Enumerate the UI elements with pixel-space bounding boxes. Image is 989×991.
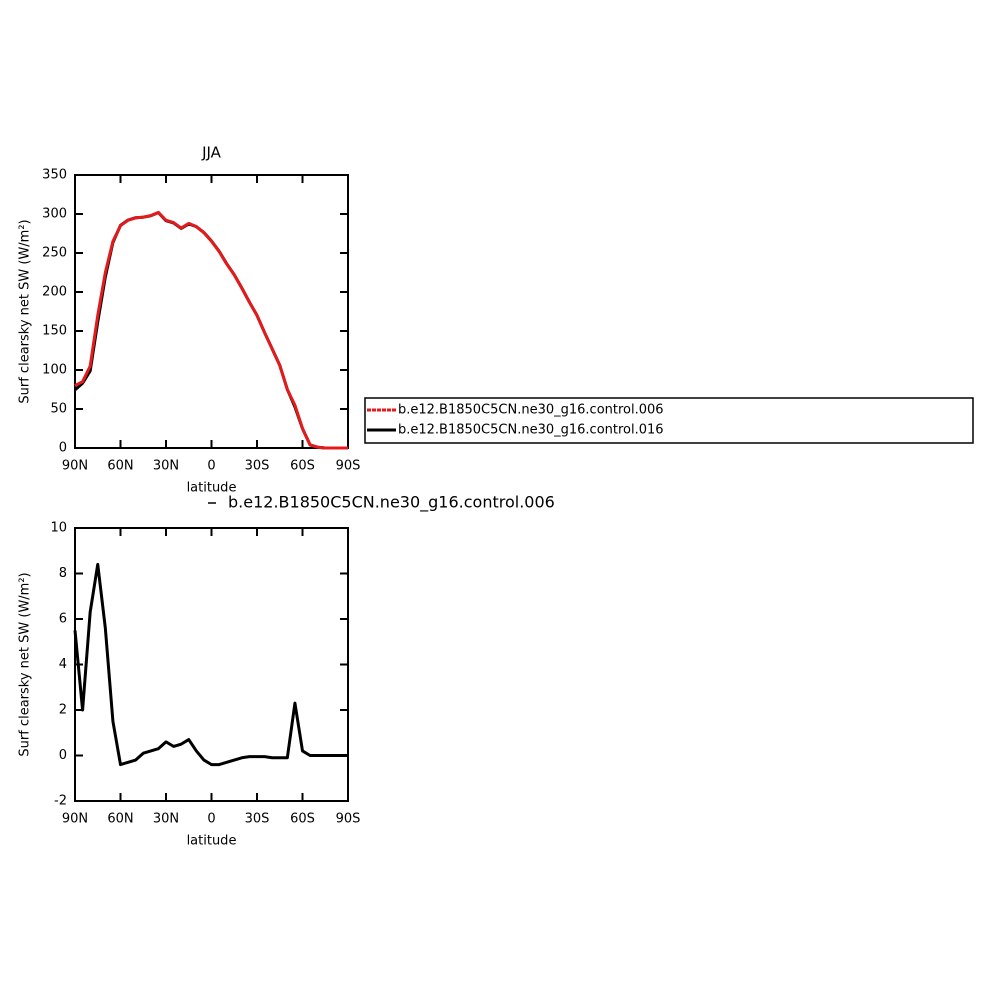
legend-label: b.e12.B1850C5CN.ne30_g16.control.006 <box>398 403 664 418</box>
y-tick-label: 50 <box>50 402 67 417</box>
y-tick-label: 8 <box>59 566 67 581</box>
x-tick-label: 30N <box>153 459 179 474</box>
plot-frame <box>74 174 349 449</box>
x-tick-label: 60N <box>107 459 133 474</box>
y-tick-label: -2 <box>54 794 67 809</box>
chart-title: JJA <box>201 144 222 162</box>
x-tick-label: 90N <box>62 812 88 827</box>
y-tick-label: 4 <box>59 657 67 672</box>
y-tick-label: 250 <box>42 246 67 261</box>
y-axis-label: Surf clearsky net SW (W/m²) <box>18 219 33 403</box>
legend-box <box>364 397 974 444</box>
series-line <box>73 562 348 767</box>
x-tick-label: 90N <box>62 459 88 474</box>
series-line <box>74 211 348 450</box>
x-axis-label: latitude <box>187 834 237 849</box>
y-tick-label: 200 <box>42 285 67 300</box>
x-tick-label: 60N <box>107 812 133 827</box>
legend-label: b.e12.B1850C5CN.ne30_g16.control.006 <box>228 493 555 513</box>
x-axis-label: latitude <box>187 481 237 496</box>
x-tick-label: 90S <box>336 812 361 827</box>
x-tick-label: 30S <box>245 459 270 474</box>
y-tick-label: 0 <box>59 441 67 456</box>
y-tick-label: 150 <box>42 324 67 339</box>
y-tick-label: 100 <box>42 363 67 378</box>
x-tick-label: 30S <box>245 812 270 827</box>
x-tick-label: 60S <box>290 812 315 827</box>
plot-frame <box>74 527 349 802</box>
y-axis-label: Surf clearsky net SW (W/m²) <box>18 572 33 756</box>
y-tick-label: 2 <box>59 703 67 718</box>
y-tick-label: 10 <box>50 521 67 536</box>
y-tick-label: 300 <box>42 207 67 222</box>
y-tick-label: 350 <box>42 168 67 183</box>
x-tick-label: 30N <box>153 812 179 827</box>
y-tick-label: 6 <box>59 612 67 627</box>
x-tick-label: 60S <box>290 459 315 474</box>
legend-label: b.e12.B1850C5CN.ne30_g16.control.016 <box>398 423 664 438</box>
x-tick-label: 0 <box>207 812 215 827</box>
series-line <box>74 210 348 450</box>
x-tick-label: 0 <box>207 459 215 474</box>
x-tick-label: 90S <box>336 459 361 474</box>
y-tick-label: 0 <box>59 748 67 763</box>
